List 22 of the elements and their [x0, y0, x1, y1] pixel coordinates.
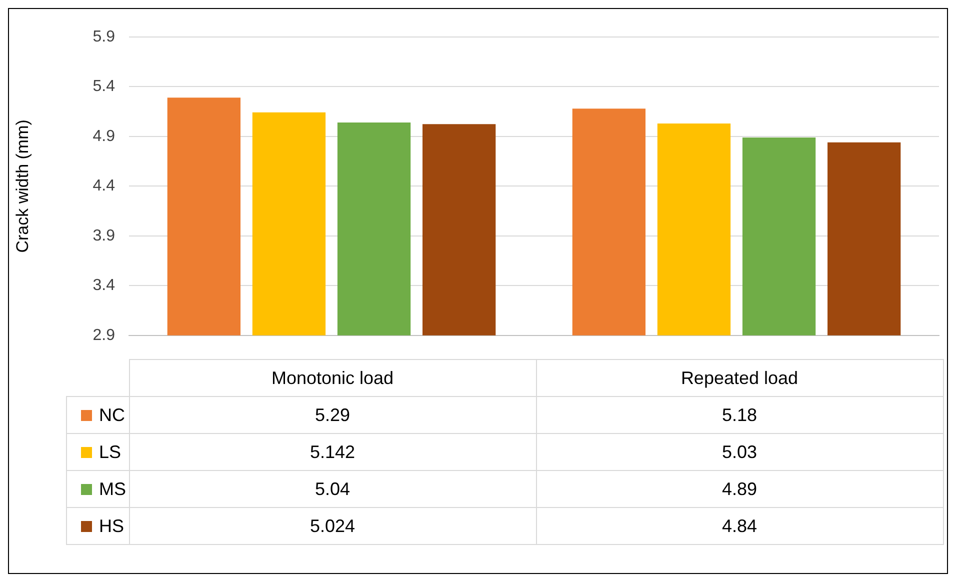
legend-label: LS [66, 434, 129, 470]
y-tick-label: 3.4 [92, 277, 116, 294]
legend-label: MS [66, 470, 129, 508]
data-label: 5.18 [536, 396, 943, 434]
y-tick-label: 3.9 [92, 227, 116, 244]
y-tick-label: 4.9 [92, 128, 116, 145]
legend-label: HS [66, 508, 129, 544]
data-label: 4.89 [536, 470, 943, 508]
data-label: 5.024 [129, 508, 536, 544]
y-tick-label: 2.9 [92, 326, 116, 344]
data-label: 5.142 [129, 434, 536, 470]
x-tick-label: Repeated load [536, 360, 943, 396]
y-axis-title: Crack width (mm) [12, 120, 32, 253]
data-label: 5.03 [536, 434, 943, 470]
data-label: 5.04 [129, 470, 536, 508]
x-tick-label: Monotonic load [129, 360, 536, 396]
y-tick-label: 5.9 [92, 28, 116, 46]
legend-label: NC [66, 396, 129, 434]
y-tick-label: 4.4 [92, 178, 116, 195]
data-label: 5.29 [129, 396, 536, 434]
data-label: 4.84 [536, 508, 943, 544]
y-tick-label: 5.4 [92, 78, 116, 96]
